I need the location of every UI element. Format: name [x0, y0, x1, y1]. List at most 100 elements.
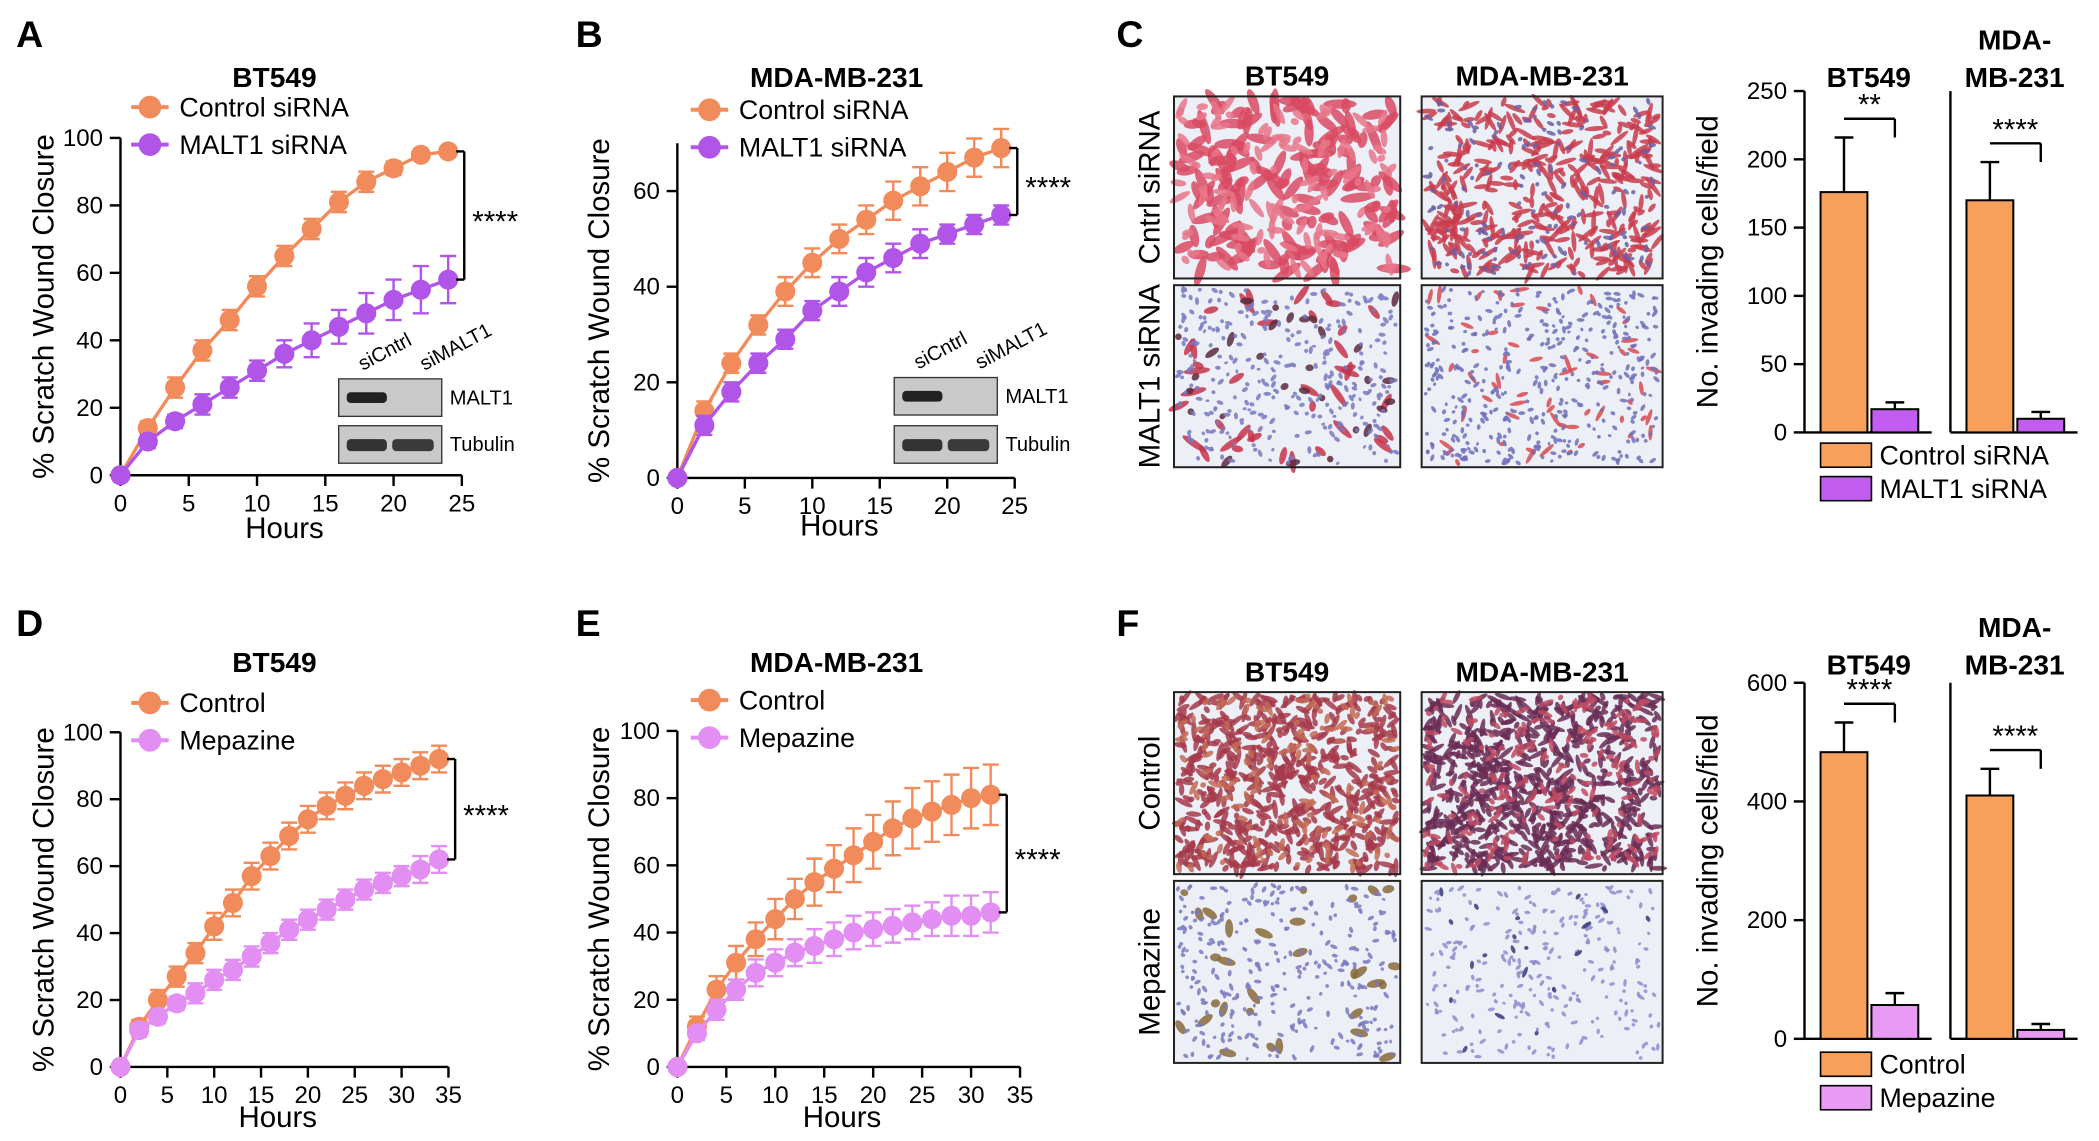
cell [1600, 151, 1616, 159]
cell [1535, 181, 1540, 187]
cell [1643, 226, 1662, 238]
cell [1260, 136, 1280, 153]
cell [1189, 249, 1200, 258]
y-tick-label: 20 [633, 987, 660, 1014]
cell [1362, 421, 1369, 426]
cell [1244, 399, 1249, 406]
cell [1580, 208, 1586, 225]
cell [1539, 237, 1547, 245]
cell [1523, 118, 1531, 123]
cell [1327, 455, 1334, 463]
cell [1381, 383, 1387, 389]
cell [1493, 130, 1499, 135]
marker [706, 999, 727, 1020]
cell [1228, 435, 1232, 440]
panel-letter: D [16, 602, 43, 644]
cell [1453, 232, 1470, 251]
cell [1481, 200, 1487, 211]
cell [1205, 347, 1220, 359]
column-label: MDA-MB-231 [1455, 61, 1628, 92]
cell [1368, 377, 1373, 382]
cell [1473, 184, 1490, 190]
cell [1647, 188, 1653, 201]
cell [1388, 309, 1393, 314]
cell [1360, 415, 1364, 420]
cell [1176, 369, 1184, 374]
cell [1299, 402, 1305, 407]
cell [1208, 410, 1214, 415]
cell [1224, 361, 1228, 365]
y-tick-label: 0 [90, 1054, 103, 1081]
cell [1622, 235, 1628, 240]
cell [1502, 182, 1522, 188]
cell [1208, 155, 1237, 166]
y-tick-label: 60 [633, 178, 660, 205]
legend-marker [138, 95, 162, 119]
marker [356, 303, 377, 324]
cell [1251, 443, 1256, 448]
marker [823, 929, 845, 950]
cell [1573, 915, 1579, 919]
marker [241, 866, 262, 887]
cell [1493, 246, 1498, 253]
marker [110, 1056, 131, 1077]
marker [204, 969, 225, 990]
y-tick-label: 100 [63, 125, 103, 152]
cell [1245, 314, 1249, 319]
cell [1312, 344, 1317, 348]
cell [1364, 375, 1372, 385]
cell [1234, 242, 1242, 253]
legend-label: Control [179, 688, 265, 718]
cell [1529, 240, 1535, 250]
cell [1458, 100, 1480, 112]
cell [1361, 223, 1378, 232]
cell [1254, 145, 1263, 161]
y-tick-label: 0 [647, 1054, 660, 1081]
cell [1271, 395, 1276, 400]
marker [937, 224, 958, 245]
cell [1577, 270, 1586, 278]
cell [1177, 402, 1182, 407]
cell [1513, 104, 1522, 109]
y-tick-label: 0 [1774, 1026, 1787, 1053]
cell [1554, 237, 1571, 243]
cell [1204, 215, 1226, 226]
cell [1626, 178, 1645, 184]
cell [1627, 258, 1636, 277]
cell [1587, 194, 1604, 208]
cell [1207, 298, 1213, 304]
panel-letter: C [1116, 13, 1143, 55]
cell [1181, 315, 1186, 324]
cell [1326, 170, 1344, 197]
cell [1247, 408, 1252, 412]
cell [1637, 209, 1645, 216]
cell [1225, 431, 1230, 435]
blot-band [392, 439, 434, 452]
cell [1260, 309, 1267, 315]
cell [1517, 1032, 1522, 1037]
cell [1470, 175, 1475, 181]
cell [1540, 262, 1550, 279]
cell [1191, 373, 1200, 381]
cell [1198, 184, 1208, 207]
legend-label: MALT1 siRNA [179, 130, 347, 160]
cell [1640, 225, 1650, 230]
marker [745, 962, 766, 983]
cell [1204, 437, 1209, 443]
marker [784, 888, 805, 909]
micrograph [1169, 88, 1411, 289]
cell [1386, 163, 1397, 174]
cell [1571, 230, 1577, 253]
cell [1320, 334, 1325, 340]
micrograph [1418, 690, 1668, 877]
cell [1248, 198, 1265, 218]
cell [1376, 112, 1399, 132]
cell [1447, 161, 1464, 167]
cell [1346, 310, 1353, 316]
cell [1617, 167, 1636, 180]
marker [241, 946, 262, 967]
cell [1453, 201, 1459, 206]
row-label: Control [1133, 736, 1166, 831]
marker [297, 809, 318, 830]
category-title: MDA-MB-231 [1965, 25, 2065, 93]
